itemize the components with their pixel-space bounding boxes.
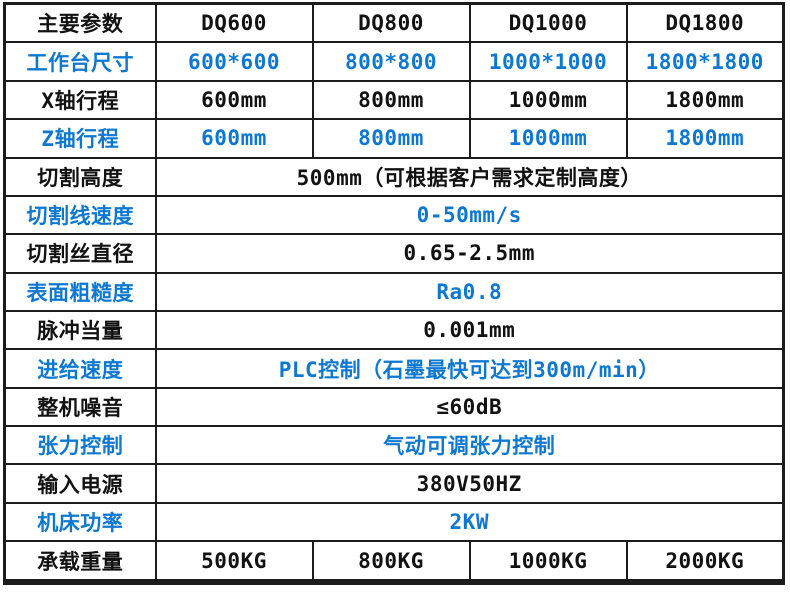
param-label-cell: 切割高度 <box>3 156 157 197</box>
param-label-cell: 输入电源 <box>3 463 157 504</box>
param-value-cell: 0.001mm <box>154 309 785 351</box>
param-value-cell: 800*800 <box>311 41 471 82</box>
param-label-cell: 表面粗糙度 <box>3 271 157 312</box>
param-label-cell: 主要参数 <box>3 2 157 44</box>
param-value-cell: 500mm（可根据客户需求定制高度） <box>154 156 785 197</box>
param-value-cell: 500KG <box>154 540 314 583</box>
param-value-cell: 2000KG <box>625 540 785 583</box>
table-row: 张力控制 气动可调张力控制 <box>3 425 785 466</box>
model-name-cell: DQ1000 <box>468 2 628 44</box>
table-row: 输入电源 380V50HZ <box>3 463 785 504</box>
param-label-cell: 工作台尺寸 <box>3 41 157 82</box>
model-name-cell: DQ600 <box>154 2 314 44</box>
param-value-cell: 气动可调张力控制 <box>154 425 785 466</box>
param-label-cell: 进给速度 <box>3 348 157 389</box>
table-row: 切割线速度 0-50mm/s <box>3 194 785 236</box>
param-value-cell: 0-50mm/s <box>154 194 785 236</box>
param-value-cell: 1000KG <box>468 540 628 583</box>
model-name-cell: DQ1800 <box>625 2 785 44</box>
param-value-cell: 1000mm <box>468 118 628 159</box>
table-row: 工作台尺寸 600*600 800*800 1000*1000 1800*1800 <box>3 41 785 82</box>
param-label-cell: 切割线速度 <box>3 194 157 236</box>
param-value-cell: 600mm <box>154 79 314 121</box>
param-value-cell: 0.65-2.5mm <box>154 233 785 274</box>
param-value-cell: 1800mm <box>625 118 785 159</box>
param-label-cell: 张力控制 <box>3 425 157 466</box>
table-row: 进给速度 PLC控制（石墨最快可达到300m/min） <box>3 348 785 389</box>
table-row: 表面粗糙度 Ra0.8 <box>3 271 785 312</box>
param-value-cell: 380V50HZ <box>154 463 785 504</box>
param-value-cell: 600*600 <box>154 41 314 82</box>
param-label-cell: X轴行程 <box>3 79 157 121</box>
param-value-cell: ≤60dB <box>154 386 785 428</box>
param-value-cell: 1800mm <box>625 79 785 121</box>
spec-table-body: 主要参数 DQ600 DQ800 DQ1000 DQ1800 工作台尺寸 600*600 80… <box>3 2 785 583</box>
table-row: 整机噪音 ≤60dB <box>3 386 785 428</box>
param-label-cell: 脉冲当量 <box>3 309 157 351</box>
param-label-cell: 切割丝直径 <box>3 233 157 274</box>
param-value-cell: 1800*1800 <box>625 41 785 82</box>
param-value-cell: Ra0.8 <box>154 271 785 312</box>
table-row: X轴行程 600mm 800mm 1000mm 1800mm <box>3 79 785 121</box>
param-value-cell: 2KW <box>154 501 785 543</box>
spec-header-row: 主要参数 DQ600 DQ800 DQ1000 DQ1800 <box>3 2 785 44</box>
table-row: 切割高度 500mm（可根据客户需求定制高度） <box>3 156 785 197</box>
model-name-cell: DQ800 <box>311 2 471 44</box>
param-value-cell: 1000*1000 <box>468 41 628 82</box>
param-value-cell: 800KG <box>311 540 471 583</box>
param-label-cell: Z轴行程 <box>3 118 157 159</box>
spec-table: 主要参数 DQ600 DQ800 DQ1000 DQ1800 工作台尺寸 600*600 80… <box>3 2 785 585</box>
table-row: 脉冲当量 0.001mm <box>3 309 785 351</box>
param-value-cell: 1000mm <box>468 79 628 121</box>
param-label-cell: 承载重量 <box>3 540 157 583</box>
table-row: 机床功率 2KW <box>3 501 785 543</box>
param-label-cell: 整机噪音 <box>3 386 157 428</box>
param-value-cell: 800mm <box>311 118 471 159</box>
param-value-cell: 600mm <box>154 118 314 159</box>
table-row: 承载重量 500KG 800KG 1000KG 2000KG <box>3 540 785 583</box>
table-row: Z轴行程 600mm 800mm 1000mm 1800mm <box>3 118 785 159</box>
table-row: 切割丝直径 0.65-2.5mm <box>3 233 785 274</box>
param-value-cell: 800mm <box>311 79 471 121</box>
param-label-cell: 机床功率 <box>3 501 157 543</box>
param-value-cell: PLC控制（石墨最快可达到300m/min） <box>154 348 785 389</box>
